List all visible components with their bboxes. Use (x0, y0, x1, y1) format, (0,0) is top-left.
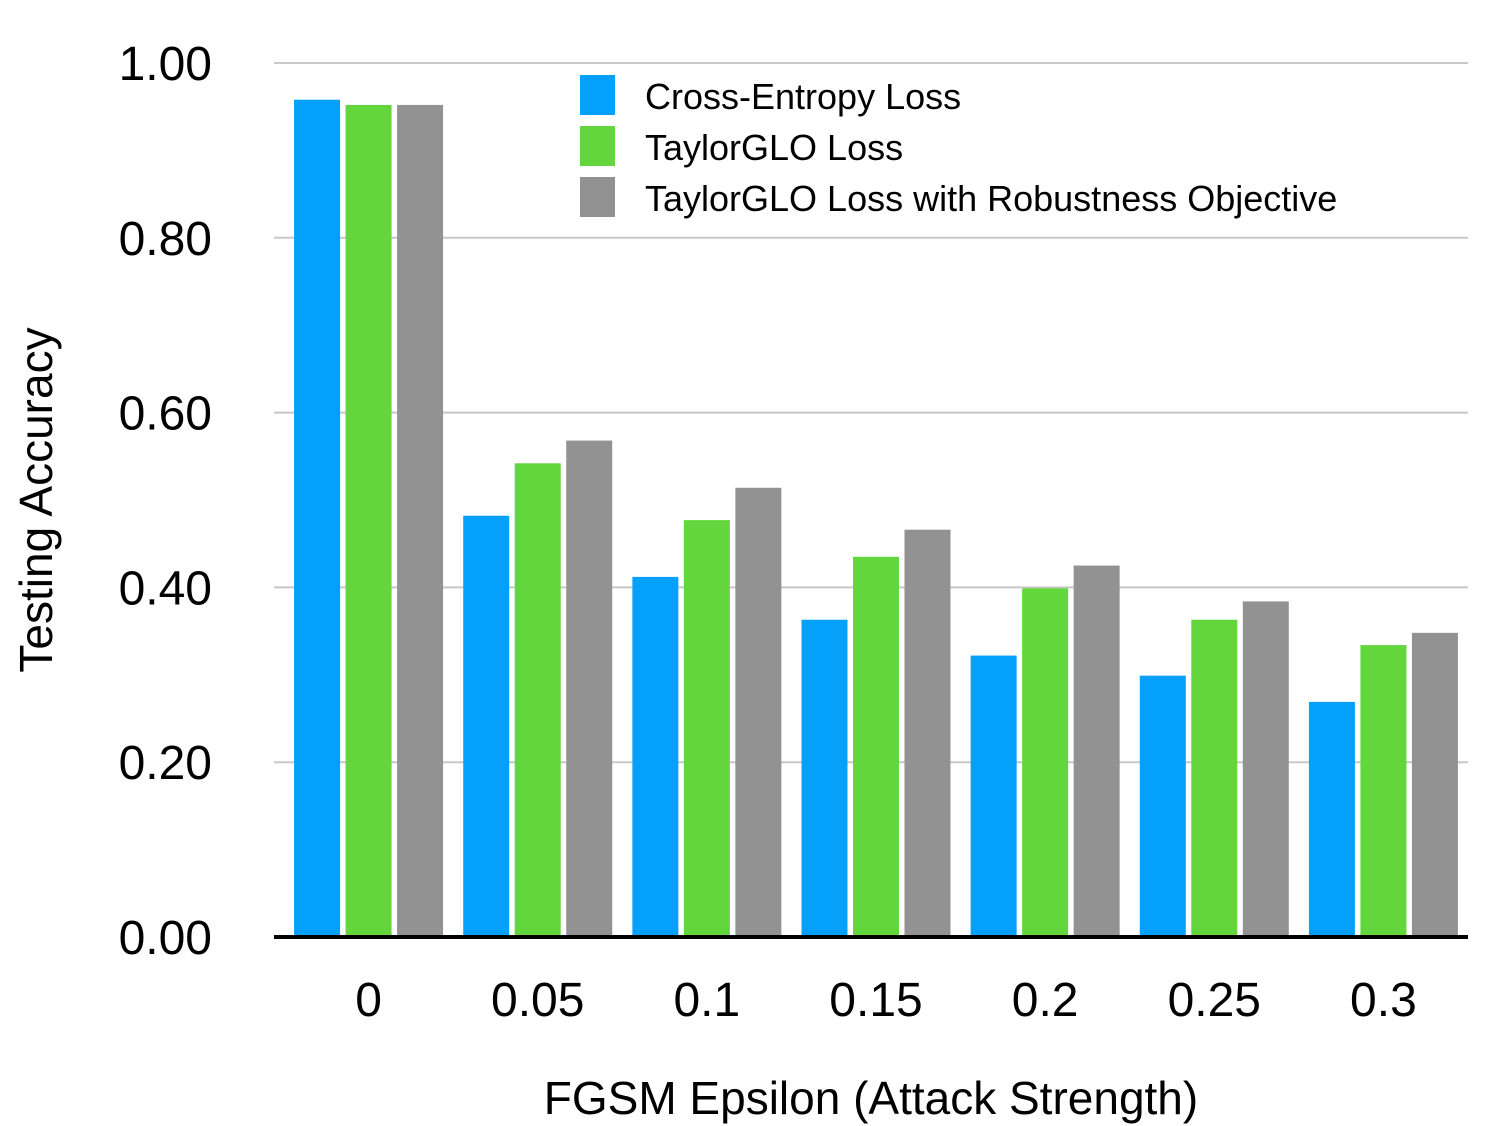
x-tick-label: 0 (355, 974, 382, 1027)
x-axis-title: FGSM Epsilon (Attack Strength) (544, 1072, 1198, 1124)
bar (970, 655, 1017, 937)
legend-swatch (580, 75, 615, 115)
bar (1411, 632, 1458, 937)
legend: Cross-Entropy Loss TaylorGLO Loss TaylorGL… (580, 75, 1337, 219)
bar (904, 529, 951, 937)
y-tick-labels: 0.00 0.20 0.40 0.60 0.80 1.00 (119, 38, 212, 965)
bar (1360, 645, 1407, 937)
y-tick-label: 0.00 (119, 912, 212, 965)
bar (1139, 675, 1186, 937)
bar (345, 104, 392, 937)
y-tick-label: 0.20 (119, 737, 212, 790)
bar (632, 576, 679, 937)
legend-swatch (580, 126, 615, 166)
y-tick-label: 1.00 (119, 38, 212, 91)
x-tick-label: 0.2 (1012, 974, 1079, 1027)
bar (1191, 619, 1238, 937)
legend-swatch (580, 177, 615, 217)
bar (683, 520, 730, 937)
bar (853, 556, 899, 937)
bar (514, 463, 561, 937)
x-tick-label: 0.3 (1350, 974, 1417, 1027)
bar (463, 515, 510, 937)
x-tick-label: 0.05 (491, 974, 584, 1027)
bar (1242, 601, 1289, 937)
y-tick-label: 0.60 (119, 388, 212, 441)
bar (1308, 701, 1355, 937)
bar (294, 99, 341, 937)
legend-label: Cross-Entropy Loss (645, 76, 961, 117)
bar (1022, 588, 1069, 937)
bar (801, 619, 848, 937)
bars (294, 99, 1458, 937)
x-tick-label: 0.15 (829, 974, 922, 1027)
bar (566, 440, 613, 937)
y-axis-title: Testing Accuracy (10, 327, 62, 672)
bar (735, 487, 782, 937)
bar (397, 104, 444, 937)
x-tick-label: 0.1 (673, 974, 740, 1027)
x-tick-labels: 0 0.05 0.1 0.15 0.2 0.25 0.3 (355, 974, 1417, 1027)
y-tick-label: 0.80 (119, 213, 212, 266)
legend-label: TaylorGLO Loss with Robustness Objective (645, 178, 1337, 219)
x-tick-label: 0.25 (1168, 974, 1261, 1027)
y-tick-label: 0.40 (119, 562, 212, 615)
bar (1073, 565, 1120, 937)
legend-label: TaylorGLO Loss (645, 127, 903, 168)
